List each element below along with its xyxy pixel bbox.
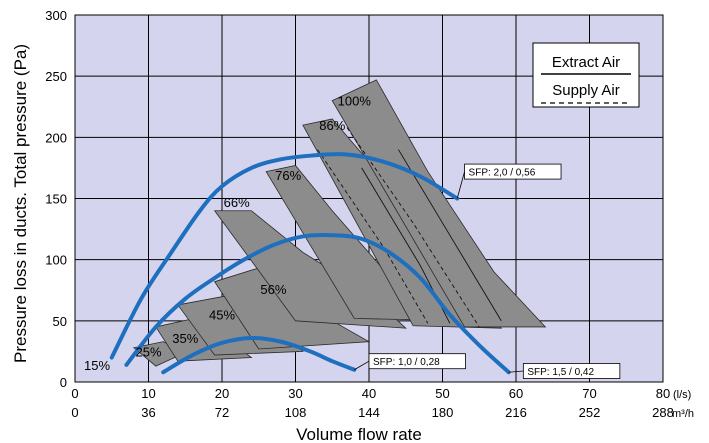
sfp-label-box bbox=[368, 353, 466, 370]
x-tick-label-secondary: 36 bbox=[141, 405, 155, 420]
x-tick-label: 20 bbox=[215, 386, 229, 401]
x-tick-label-secondary: 216 bbox=[505, 405, 527, 420]
y-axis-title: Pressure loss in ducts. Total pressure (… bbox=[11, 44, 30, 363]
sfp-curves bbox=[109, 152, 511, 375]
x-tick-label: 0 bbox=[71, 386, 78, 401]
sfp-label: SFP: 2,0 / 0,56 bbox=[469, 168, 536, 179]
fan-speed-band bbox=[331, 79, 547, 328]
x-tick-label-secondary: 252 bbox=[579, 405, 601, 420]
sfp-label: SFP: 1,5 / 0,42 bbox=[527, 367, 594, 378]
legend-box bbox=[532, 42, 640, 108]
y-tick-label: 250 bbox=[45, 69, 67, 84]
legend: Extract Air Supply Air bbox=[532, 42, 640, 108]
fan-speed-label: 66% bbox=[224, 195, 250, 210]
sfp-leader-line bbox=[354, 360, 370, 371]
y-tick-label: 0 bbox=[60, 375, 67, 390]
x-tick-label-secondary: 288 bbox=[652, 405, 674, 420]
fan-speed-label: 25% bbox=[135, 344, 161, 359]
x-tick-label: 50 bbox=[435, 386, 449, 401]
sfp-leader-line bbox=[456, 171, 465, 199]
x-unit-label-secondary: m³/h bbox=[672, 408, 694, 420]
x-tick-label-secondary: 180 bbox=[432, 405, 454, 420]
supply-air-line bbox=[317, 149, 429, 324]
fan-speed-bands bbox=[132, 79, 547, 367]
sfp-label-box bbox=[464, 163, 562, 180]
x-tick-label: 60 bbox=[509, 386, 523, 401]
x-tick-label-secondary: 144 bbox=[358, 405, 380, 420]
fan-speed-label: 35% bbox=[172, 331, 198, 346]
sfp-label-box bbox=[522, 363, 621, 379]
fan-speed-label: 86% bbox=[319, 118, 345, 133]
plot-frame bbox=[74, 14, 664, 383]
legend-supply-label: Supply Air bbox=[552, 82, 620, 99]
y-tick-label: 200 bbox=[45, 130, 67, 145]
x-tick-label: 10 bbox=[141, 386, 155, 401]
x-tick-label: 80 bbox=[656, 386, 670, 401]
sfp-leader-line bbox=[508, 370, 524, 373]
extract-air-line bbox=[398, 149, 502, 322]
y-tick-label: 100 bbox=[45, 253, 67, 268]
fan-speed-label: 56% bbox=[260, 282, 286, 297]
fan-speed-label: 15% bbox=[84, 358, 110, 373]
x-unit-label: (l/s) bbox=[673, 389, 691, 401]
y-tick-label: 300 bbox=[45, 8, 67, 23]
sfp-label: SFP: 1,0 / 0,28 bbox=[373, 357, 440, 368]
x-tick-label-secondary: 0 bbox=[71, 405, 78, 420]
x-tick-label: 40 bbox=[362, 386, 376, 401]
fan-speed-label: 76% bbox=[275, 168, 301, 183]
legend-extract-label: Extract Air bbox=[552, 54, 620, 71]
sfp-curve bbox=[124, 232, 511, 375]
x-tick-label-secondary: 72 bbox=[215, 405, 229, 420]
sfp-curve bbox=[109, 152, 460, 360]
fan-speed-label: 100% bbox=[338, 94, 372, 109]
y-tick-label: 50 bbox=[53, 314, 67, 329]
x-tick-label: 30 bbox=[288, 386, 302, 401]
x-axis-title: Volume flow rate bbox=[296, 425, 422, 443]
x-tick-label: 70 bbox=[582, 386, 596, 401]
sfp-curve bbox=[161, 335, 357, 375]
fan-speed-label: 45% bbox=[209, 308, 235, 323]
y-tick-label: 150 bbox=[45, 192, 67, 207]
x-tick-label-secondary: 108 bbox=[285, 405, 307, 420]
